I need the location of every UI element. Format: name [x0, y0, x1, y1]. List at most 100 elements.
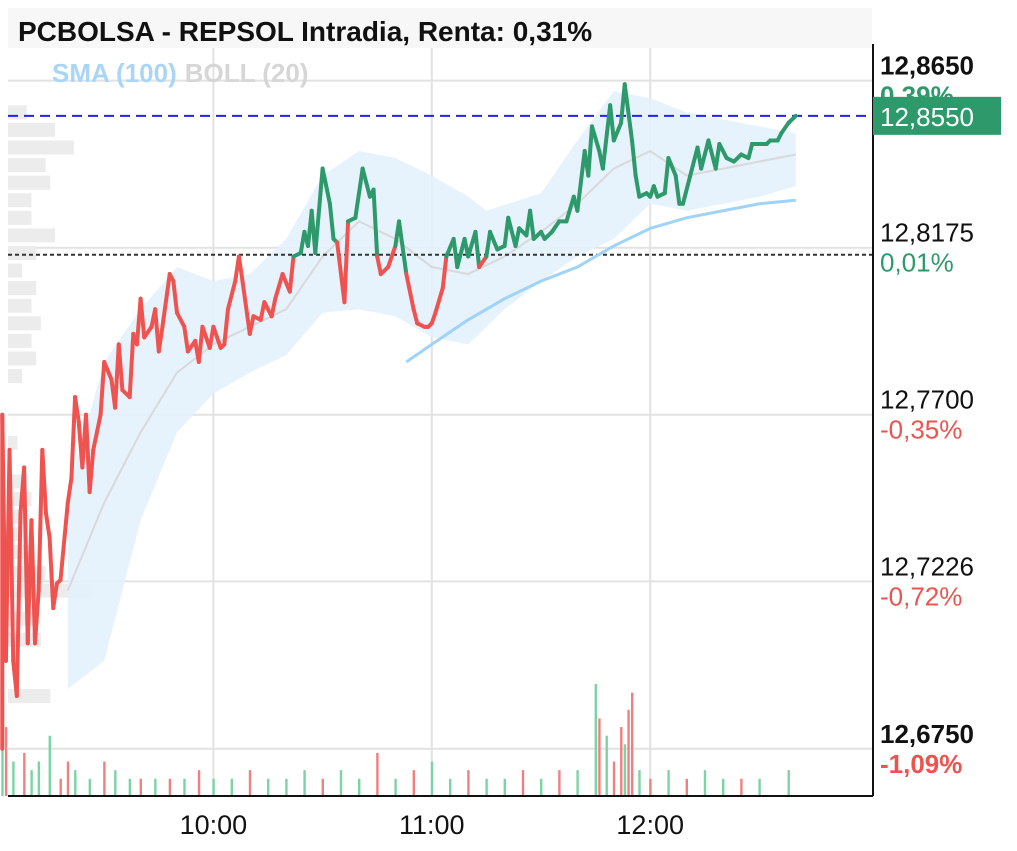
y-tick-label: 12,8175 — [880, 218, 974, 248]
price-segment — [7, 447, 16, 663]
price-segment — [506, 215, 518, 248]
volume-bar — [627, 709, 630, 796]
volume-bar — [230, 778, 233, 796]
price-segment — [65, 476, 74, 505]
volume-bar — [540, 778, 543, 796]
volume-bar — [37, 761, 41, 796]
price-segment — [327, 201, 336, 241]
price-segment — [589, 124, 602, 154]
price-segment — [404, 272, 416, 312]
price-segment — [14, 511, 23, 699]
volume-bar — [248, 770, 252, 796]
x-tick-label: 12:00 — [616, 810, 684, 840]
volume-bar — [103, 761, 106, 796]
volume-bar — [128, 778, 132, 796]
y-tick-pct-label: -0,35% — [880, 415, 962, 445]
price-segment — [411, 307, 420, 326]
price-segment — [156, 324, 165, 354]
price-segment — [713, 141, 722, 171]
price-segment — [51, 581, 59, 611]
volume-bar — [12, 761, 15, 796]
price-segment — [673, 173, 682, 206]
volume-profile-bar — [8, 105, 27, 120]
x-tick-label: 10:00 — [180, 810, 248, 840]
series-layer — [0, 82, 873, 751]
volume-bar — [558, 770, 561, 796]
volume-profile-bar — [8, 369, 23, 384]
volume-bar — [212, 778, 215, 796]
last-price-badge — [873, 96, 1001, 135]
price-segment — [287, 254, 296, 294]
volume-bar — [114, 770, 117, 796]
price-segment — [699, 138, 711, 171]
price-segment — [222, 307, 230, 347]
price-segment — [371, 187, 380, 259]
volume-profile-bar — [8, 298, 32, 313]
price-segment — [360, 166, 372, 199]
volume-bar — [485, 778, 488, 796]
price-segment — [175, 310, 187, 329]
price-segment — [746, 141, 755, 161]
volume-profile-bar — [8, 158, 46, 173]
price-segment — [43, 511, 52, 540]
volume-bar — [758, 778, 761, 796]
price-segment — [455, 236, 467, 270]
price-segment — [386, 243, 398, 270]
price-segment — [622, 82, 634, 143]
price-segment — [29, 518, 38, 646]
volume-bar — [139, 778, 142, 796]
volume-bar — [605, 735, 608, 796]
price-segment — [433, 286, 445, 315]
volume-profile-bar — [8, 228, 55, 243]
volume-bar — [376, 752, 379, 796]
volume-bar — [649, 778, 652, 796]
price-segment — [779, 120, 791, 136]
volume-bar — [467, 770, 470, 796]
y-tick-pct-label: 0,01% — [880, 248, 954, 278]
volume-profile-bar — [8, 333, 32, 348]
sma-line — [405, 198, 796, 364]
price-segment — [680, 173, 693, 206]
volume-bar — [503, 778, 506, 796]
price-segment — [353, 166, 365, 220]
volume-bar — [48, 735, 51, 796]
volume-bar — [576, 770, 579, 796]
price-segment — [666, 156, 678, 178]
price-segment — [58, 500, 70, 582]
price-segment — [98, 359, 107, 417]
price-segment — [440, 254, 449, 291]
volume-bar — [303, 770, 306, 796]
y-tick-label: 12,7226 — [880, 551, 974, 581]
volume-bar — [183, 778, 186, 796]
volume-bar — [285, 778, 288, 796]
volume-bar — [703, 770, 707, 796]
price-segment — [608, 103, 616, 143]
price-segment — [247, 314, 256, 336]
volume-bar — [521, 770, 525, 796]
volume-bar — [685, 778, 688, 796]
volume-bar — [23, 752, 26, 796]
price-segment — [47, 535, 56, 611]
price-segment — [320, 166, 332, 206]
volume-bar — [74, 770, 77, 796]
price-segment — [142, 324, 154, 340]
price-segment — [513, 226, 522, 248]
bollinger-middle-line — [66, 149, 796, 591]
y-tick-label: 12,6750 — [880, 719, 974, 749]
price-segment — [138, 296, 147, 340]
volume-bar — [339, 770, 343, 796]
price-segment — [225, 279, 238, 312]
volume-bar — [59, 778, 62, 796]
y-tick-pct-label: -0,72% — [880, 581, 962, 611]
volume-profile-bar — [8, 210, 32, 225]
price-segment — [484, 229, 493, 259]
title-bar: PCBOLSA - REPSOL Intradia, Renta: 0,31% — [8, 8, 872, 48]
volume-layer — [1, 675, 790, 796]
price-segment — [73, 395, 81, 424]
volume-bar — [197, 770, 201, 796]
price-segment — [717, 141, 729, 161]
price-segment — [211, 324, 223, 350]
volume-profile-bar — [8, 263, 23, 278]
volume-bar — [638, 770, 641, 796]
